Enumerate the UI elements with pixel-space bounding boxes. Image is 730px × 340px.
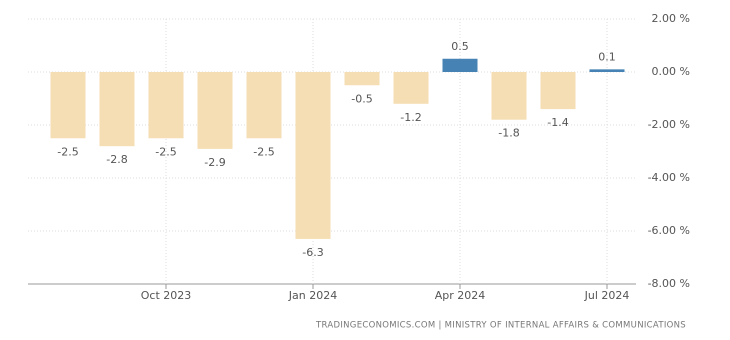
x-tick-label: Apr 2024 xyxy=(435,289,486,302)
bar xyxy=(442,58,478,72)
bar xyxy=(148,72,184,139)
value-label: -0.5 xyxy=(351,92,372,105)
source: TRADINGECONOMICS.COM | MINISTRY OF INTER… xyxy=(315,321,686,331)
bar xyxy=(99,72,135,147)
value-label: -2.9 xyxy=(204,156,225,169)
x-tick-label: Jul 2024 xyxy=(584,289,630,302)
bar xyxy=(491,72,527,120)
bar xyxy=(246,72,282,139)
bar xyxy=(50,72,86,139)
x-tick-label: Oct 2023 xyxy=(141,289,192,302)
bar xyxy=(589,69,625,72)
value-label: -6.3 xyxy=(302,246,323,259)
y-tick-label: 0.00 % xyxy=(652,65,690,78)
value-label: -1.8 xyxy=(498,127,519,140)
x-tick-label: Jan 2024 xyxy=(288,289,337,302)
bar xyxy=(197,72,233,149)
value-label: -2.8 xyxy=(106,153,127,166)
bar xyxy=(540,72,576,110)
y-tick-label: -4.00 % xyxy=(648,171,690,184)
bar xyxy=(393,72,429,104)
y-tick-label: -2.00 % xyxy=(648,118,690,131)
value-label: -2.5 xyxy=(57,145,78,158)
value-label: -1.4 xyxy=(547,116,568,129)
bar xyxy=(344,72,380,86)
value-label: -2.5 xyxy=(155,145,176,158)
value-label: 0.5 xyxy=(451,40,469,53)
value-label: 0.1 xyxy=(598,50,616,63)
bar xyxy=(295,72,331,239)
y-tick-label: 2.00 % xyxy=(652,12,690,25)
y-tick-label: -8.00 % xyxy=(648,277,690,290)
value-label: -1.2 xyxy=(400,111,421,124)
y-tick-label: -6.00 % xyxy=(648,224,690,237)
value-label: -2.5 xyxy=(253,145,274,158)
